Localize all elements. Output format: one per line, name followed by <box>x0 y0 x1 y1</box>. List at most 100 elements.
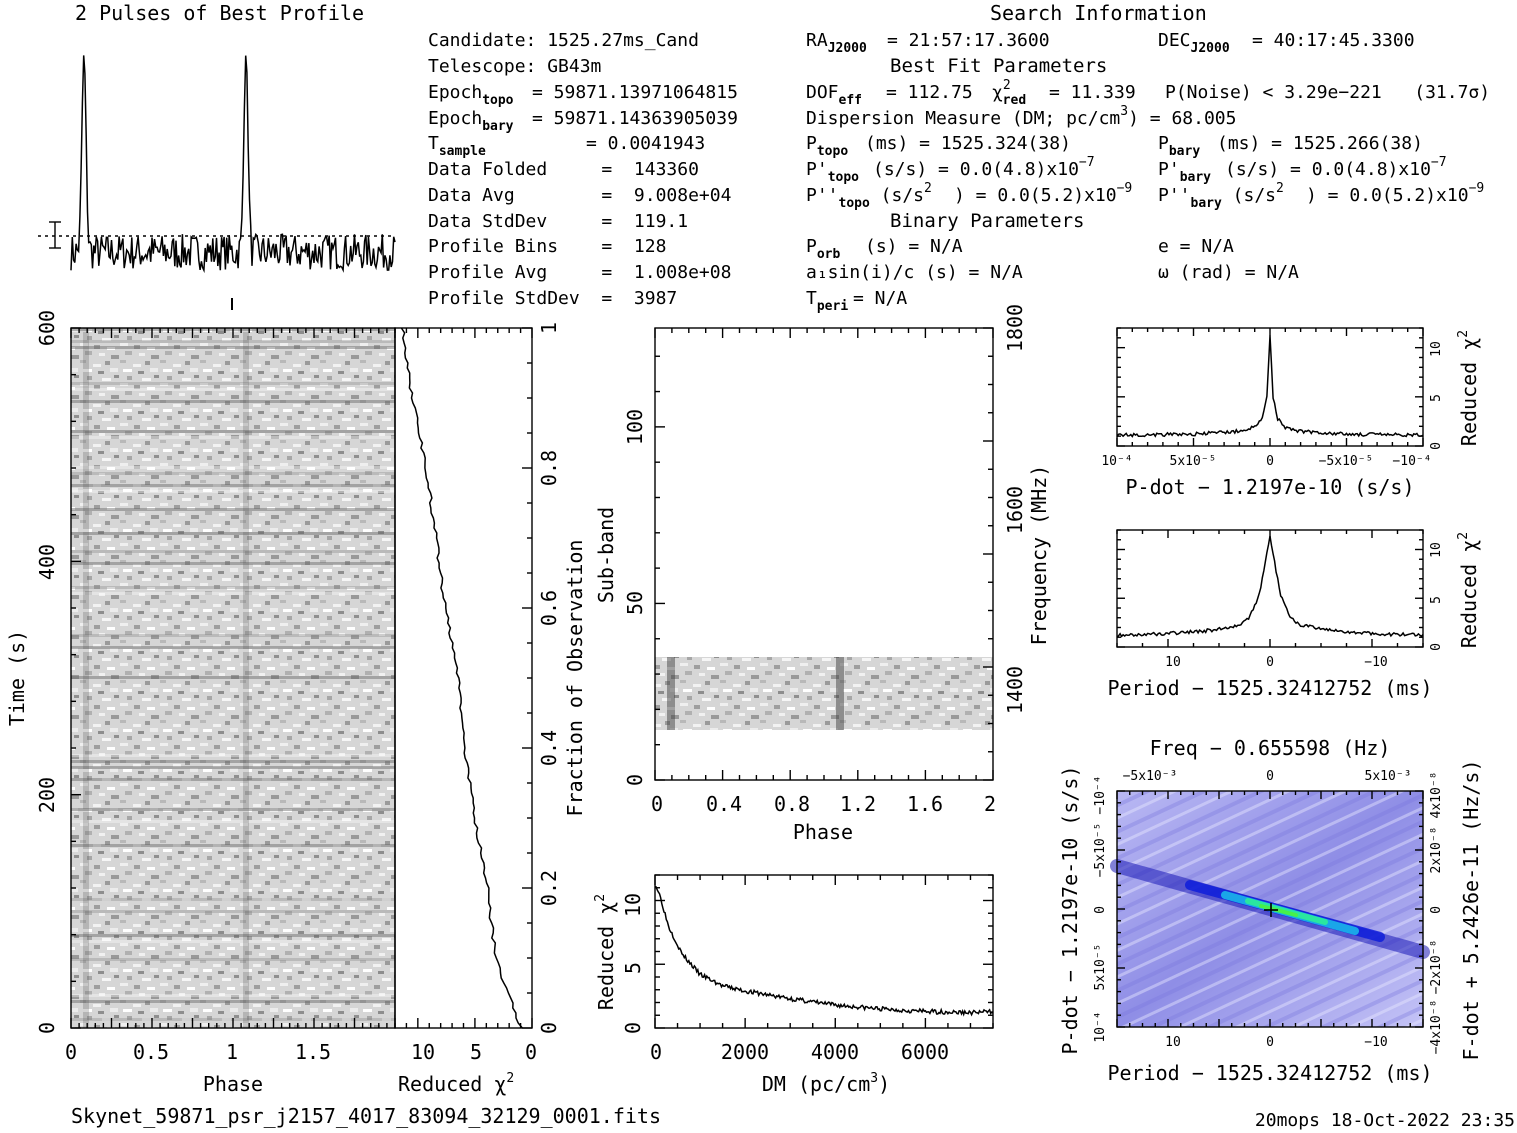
period-curve <box>1116 535 1424 638</box>
period-ytick: 5 <box>1429 596 1444 604</box>
time-phase-row <box>71 508 395 511</box>
pulse-track-1 <box>83 328 89 1028</box>
cf-ytick: 1 <box>537 322 561 334</box>
omega-line: ω (rad) = N/A <box>1158 262 1299 283</box>
period-xtick: 0 <box>1266 655 1274 670</box>
chi2-value: = 11.339 <box>1049 82 1136 103</box>
t-peri-value: = N/A <box>853 288 907 309</box>
pd-bary-value: (s/s) = 0.0(4.8)x10−7 <box>1225 155 1447 180</box>
ppdot-toptick: 0 <box>1266 769 1274 784</box>
candidate-line: Candidate: 1525.27ms_Cand <box>428 30 699 51</box>
pdd-topo-value: ) = 0.0(5.2)x10−9 <box>954 181 1132 206</box>
ppdot-ytick-right: −2x10⁻⁸ <box>1429 940 1444 995</box>
time-phase-row <box>71 430 395 433</box>
tp-ytick: 400 <box>35 544 59 580</box>
tp-ytick: 200 <box>35 777 59 813</box>
p-orb-label: Porb <box>806 236 840 262</box>
period-xtick: −10 <box>1364 655 1387 670</box>
t-sample-label: Tsample <box>428 133 486 159</box>
dm-ytick: 0 <box>621 1022 645 1034</box>
time-phase-row <box>71 586 395 589</box>
dec-label: DECJ2000 <box>1158 30 1230 56</box>
dm-ytick: 10 <box>621 893 645 917</box>
ppdot-ytick: 0 <box>1093 906 1108 914</box>
chi2-label: χ2 red <box>992 78 1026 108</box>
sb-xtick: 1.2 <box>840 792 876 816</box>
ppdot-xtick: −10 <box>1364 1035 1387 1050</box>
time-phase-row <box>71 346 395 349</box>
time-phase-row <box>71 562 395 565</box>
telescope-line: Telescope: GB43m <box>428 56 601 77</box>
time-phase-row <box>71 382 395 385</box>
time-phase-row <box>71 490 395 493</box>
ppdot-ytick-right: −4x10⁻⁸ <box>1429 1000 1444 1055</box>
pdot-xtick: −5x10⁻⁵ <box>1319 454 1374 469</box>
tp-xlabel: Phase <box>203 1072 263 1096</box>
period-ytick: 0 <box>1429 643 1444 651</box>
time-phase-row <box>71 910 395 913</box>
tp-xtick: 0 <box>65 1040 77 1064</box>
pdot-ytick: 5 <box>1429 394 1444 402</box>
cf-ytick: 0.4 <box>537 730 561 766</box>
pulse-track-2 <box>243 328 249 1028</box>
p-orb-value: (s) = N/A <box>865 236 963 257</box>
ra-label: RAJ2000 <box>806 30 867 56</box>
time-phase-row <box>71 844 395 847</box>
sb-ytick: 0 <box>623 774 647 786</box>
pdd-bary-value: ) = 0.0(5.2)x10−9 <box>1306 181 1484 206</box>
ppdot-ridge <box>1110 859 1430 959</box>
cf-xtick: 5 <box>470 1040 482 1064</box>
pdd-bary-label: P''bary (s/s2 <box>1158 181 1284 211</box>
pdot-ytick: 10 <box>1429 341 1444 357</box>
epoch-topo-label: Epochtopo <box>428 82 514 108</box>
sb-xtick: 0 <box>651 792 663 816</box>
dec-value: = 40:17:45.3300 <box>1252 30 1415 51</box>
period-xlabel: Period − 1525.32412752 (ms) <box>1107 676 1432 700</box>
dm-xtick: 2000 <box>721 1040 769 1064</box>
tp-ylabel: Time (s) <box>5 630 29 726</box>
epoch-bary-label: Epochbary <box>428 108 514 134</box>
pdot-curve <box>1116 335 1424 438</box>
sb-ylabel: Sub-band <box>594 507 618 603</box>
sb-ytick-right: 1600 <box>1003 486 1027 534</box>
ppdot-ytick-right: 0 <box>1429 906 1444 914</box>
time-phase-row <box>71 436 395 439</box>
period-ylabel: Reduced χ2 <box>1456 532 1481 648</box>
cf-ylabel: Fraction of Observation <box>563 540 587 817</box>
time-phase-row <box>71 778 395 781</box>
sb-ytick-right: 1800 <box>1003 304 1027 352</box>
cf-xtick: 10 <box>411 1040 435 1064</box>
ppdot-ylabel: P-dot − 1.2197e-10 (s/s) <box>1058 766 1082 1055</box>
time-phase-row <box>71 550 395 553</box>
profile-stddev-line: Profile StdDev = 3987 <box>428 288 677 309</box>
dm-xtick: 6000 <box>901 1040 949 1064</box>
dof-label: DOFeff <box>806 82 862 108</box>
p-bary-label: Pbary <box>1158 133 1200 159</box>
profile-title: 2 Pulses of Best Profile <box>75 1 364 25</box>
subband-pulse-1 <box>667 657 675 730</box>
chi-fraction-curve <box>400 327 523 1029</box>
period-xtick: 10 <box>1165 655 1181 670</box>
subband-panel: 0 0.4 0.8 1.2 1.6 2 Phase 0 50 100 Sub-b… <box>594 304 1051 844</box>
ppdot-xtick: 0 <box>1266 1035 1274 1050</box>
tp-xtick: 1.5 <box>295 1040 331 1064</box>
pd-topo-value: (s/s) = 0.0(4.8)x10−7 <box>873 155 1095 180</box>
ppdot-title: Freq − 0.655598 (Hz) <box>1150 736 1391 760</box>
binary-heading: Binary Parameters <box>890 210 1084 232</box>
time-phase-row <box>71 340 395 343</box>
cf-ytick: 0 <box>537 1022 561 1034</box>
time-phase-row <box>71 1000 395 1003</box>
time-phase-row <box>71 676 395 679</box>
dm-xtick: 0 <box>650 1040 662 1064</box>
data-avg-line: Data Avg = 9.008e+04 <box>428 185 731 206</box>
time-phase-row <box>71 472 395 475</box>
pdot-xtick: −10⁻⁴ <box>1392 454 1431 469</box>
profile-errorbar <box>49 221 61 249</box>
ppdot-ylabel-right: F-dot + 5.2426e-11 (Hz/s) <box>1459 759 1483 1060</box>
sb-xlabel: Phase <box>793 820 853 844</box>
profile-bins-line: Profile Bins = 128 <box>428 236 666 257</box>
best-fit-heading: Best Fit Parameters <box>890 55 1107 77</box>
pdot-panel: 10⁻⁴ 5x10⁻⁵ 0 −5x10⁻⁵ −10⁻⁴ P-dot − 1.21… <box>1101 327 1481 499</box>
chi-fraction-frame <box>394 327 533 1029</box>
time-phase-row <box>71 934 395 937</box>
